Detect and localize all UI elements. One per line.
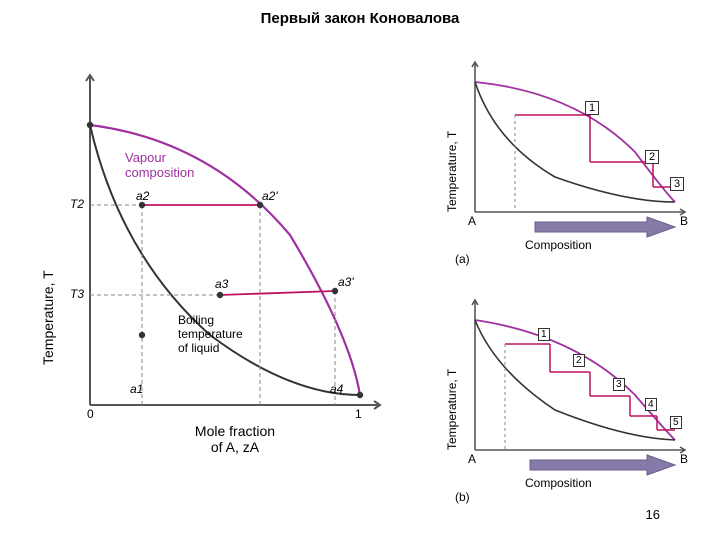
tick-0: 0: [87, 407, 94, 421]
pt-a1: a1: [130, 382, 143, 396]
pt-a2p: a2': [262, 189, 278, 203]
pa-s3: 3: [670, 177, 684, 191]
pt-a3: a3: [215, 277, 228, 291]
pb-s4: 4: [645, 398, 657, 411]
pa-A: A: [468, 214, 476, 228]
pa-x-label: Composition: [525, 238, 592, 252]
pb-label: (b): [455, 490, 470, 504]
pt-a2: a2: [136, 189, 149, 203]
pb-s3: 3: [613, 378, 625, 391]
pa-s2: 2: [645, 150, 659, 164]
pt-a3p: a3': [338, 275, 354, 289]
pa-label: (a): [455, 252, 470, 266]
pb-B: B: [680, 452, 688, 466]
tick-T3: T3: [70, 287, 84, 301]
panel-a: Temperature, T A B Composition (a) 1 2 3: [445, 52, 705, 272]
pb-x-label: Composition: [525, 476, 592, 490]
pb-s1: 1: [538, 328, 550, 341]
boiling-label: Boiling temperature of liquid: [178, 313, 243, 355]
main-x-label: Mole fraction of A, zA: [160, 423, 310, 455]
vapor-label: Vapour composition: [125, 150, 194, 180]
pb-s2: 2: [573, 354, 585, 367]
pb-s5: 5: [670, 416, 682, 429]
pa-B: B: [680, 214, 688, 228]
main-svg: [40, 65, 400, 465]
page-number: 16: [646, 507, 660, 522]
pb-A: A: [468, 452, 476, 466]
main-diagram: Temperature, T T2 T3 0 1 Vapour composit…: [40, 65, 400, 465]
tick-T2: T2: [70, 197, 84, 211]
tick-1: 1: [355, 407, 362, 421]
pt-a4: a4: [330, 382, 343, 396]
panel-b: Temperature, T A B Composition (b) 1 2 3…: [445, 290, 705, 520]
pa-s1: 1: [585, 101, 599, 115]
page-title: Первый закон Коновалова: [0, 10, 720, 27]
